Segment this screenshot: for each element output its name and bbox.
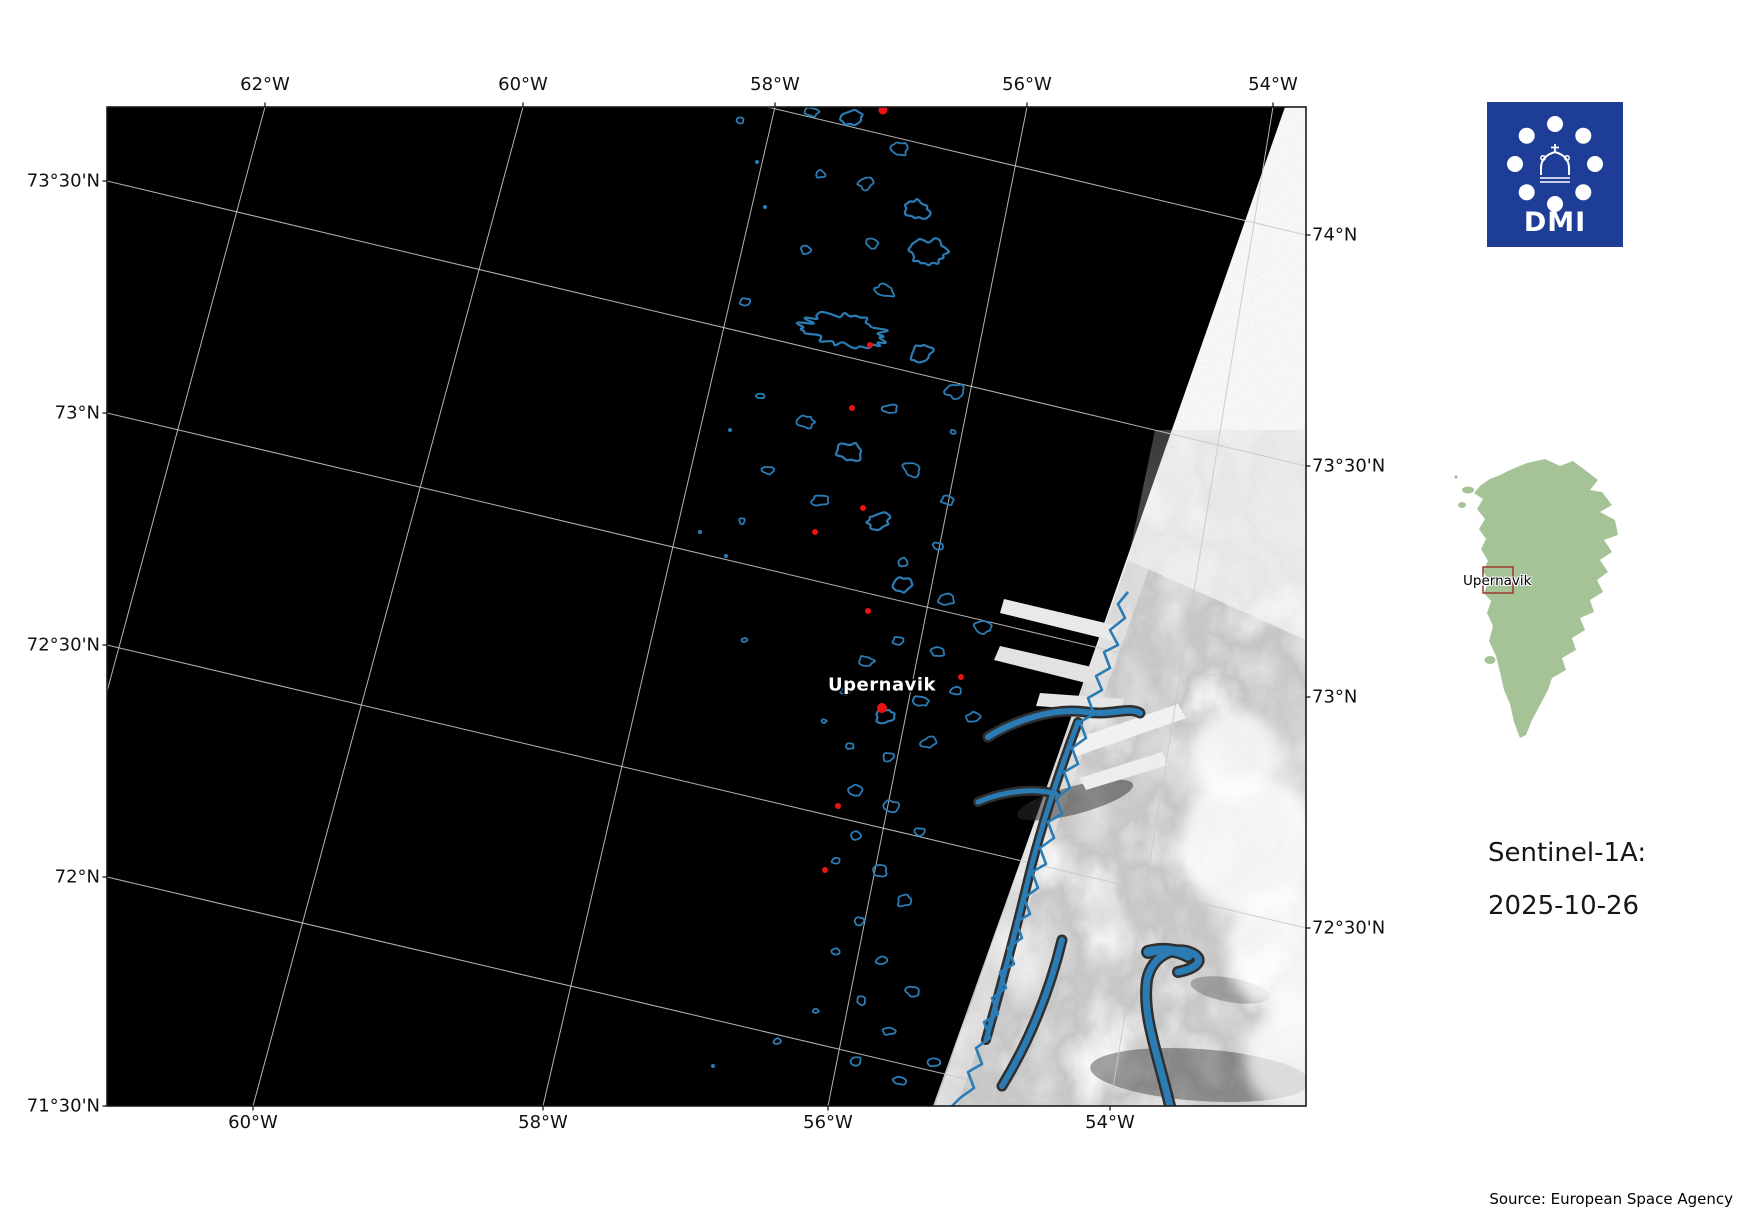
- snow-patch: [1180, 775, 1306, 915]
- left-axis-label: 72°30'N: [26, 634, 100, 656]
- top-axis-label: 62°W: [240, 74, 290, 95]
- product-date: 2025-10-26: [1488, 891, 1640, 921]
- top-axis-label: 56°W: [1002, 74, 1052, 95]
- snow-patch: [1245, 1005, 1306, 1106]
- dmi-logo-text: DMI: [1523, 207, 1587, 238]
- fjord-coastline-contours: [975, 707, 1203, 1106]
- map-border: [106, 106, 1307, 1107]
- dmi-logo-dots: [1507, 116, 1603, 212]
- left-axis-label: 72°N: [54, 866, 100, 888]
- station-red-dots: [812, 107, 964, 873]
- bright-ice-streaks: [994, 599, 1186, 790]
- left-axis-label: 73°N: [54, 402, 100, 424]
- top-axis-label: 58°W: [750, 74, 800, 95]
- disko-island: [1484, 656, 1496, 664]
- map-place-label-upernavik: Upernavik: [828, 674, 936, 696]
- inset-place-label-upernavik: Upernavik: [1463, 573, 1532, 589]
- dmi-logo-graphic: [1487, 102, 1623, 247]
- graticule-lines: [107, 107, 1306, 1106]
- coverage-extent-box: [1482, 566, 1514, 594]
- right-axis-label: 74°N: [1312, 224, 1358, 246]
- right-axis-label: 72°30'N: [1312, 917, 1386, 939]
- right-axis-label: 73°N: [1312, 686, 1358, 708]
- greenland-west-islet: [1458, 502, 1466, 508]
- greenland-locator-inset: [1450, 448, 1640, 748]
- terrain-texture-mountains: [933, 560, 1306, 1106]
- product-satellite-name: Sentinel-1A:: [1488, 838, 1647, 868]
- bottom-axis-label: 56°W: [803, 1112, 853, 1133]
- top-axis-label: 60°W: [498, 74, 548, 95]
- snow-patch: [1190, 710, 1280, 800]
- bottom-axis-label: 54°W: [1085, 1112, 1135, 1133]
- greenland-west-islet: [1462, 486, 1474, 494]
- bottom-axis-label: 58°W: [518, 1112, 568, 1133]
- source-credit: Source: European Space Agency: [1489, 1190, 1733, 1208]
- bottom-axis-label: 60°W: [228, 1112, 278, 1133]
- island-coastline-contours: [698, 107, 993, 1086]
- crown-icon: [1540, 144, 1570, 183]
- map-area: [102, 102, 1311, 1111]
- snow-patch: [1227, 885, 1306, 1015]
- left-axis-label: 73°30'N: [26, 170, 100, 192]
- axis-tick-marks: [102, 102, 1311, 1111]
- greenland-inset-svg: [1454, 459, 1618, 738]
- dmi-logo: DMI: [1487, 102, 1623, 247]
- greenland-west-islet: [1454, 475, 1458, 479]
- top-axis-label: 54°W: [1248, 74, 1298, 95]
- satellite-map-svg: [102, 102, 1311, 1111]
- greenland-silhouette: [1474, 459, 1618, 738]
- right-axis-label: 73°30'N: [1312, 455, 1386, 477]
- left-axis-label: 71°30'N: [26, 1095, 100, 1117]
- mainland-coastline: [951, 591, 1129, 1106]
